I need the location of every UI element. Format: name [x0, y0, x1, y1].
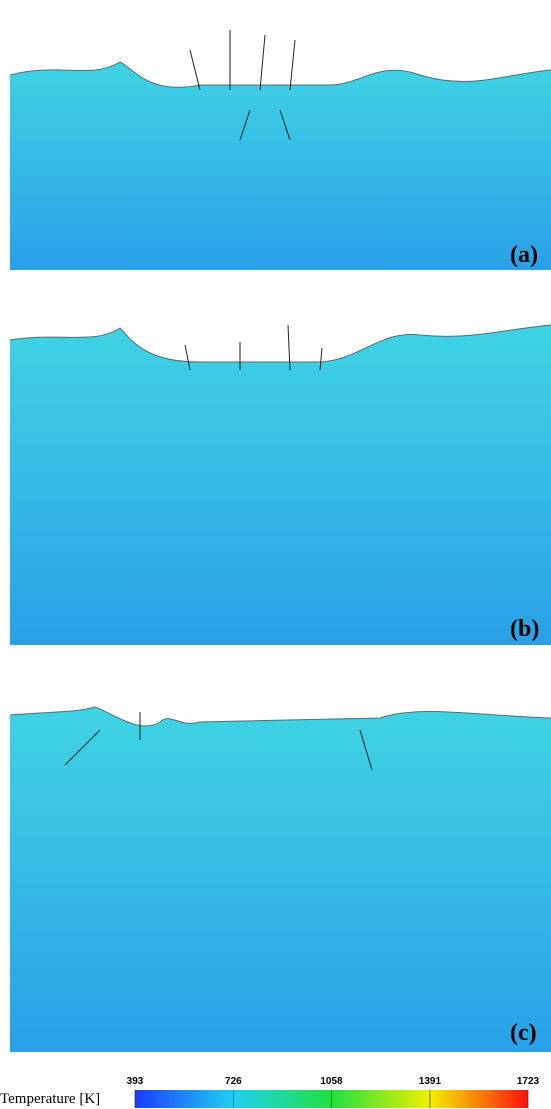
colorbar-tick-label: 1058: [320, 1076, 343, 1087]
colorbar-tick-label: 726: [225, 1076, 242, 1087]
colorbar-tick-label: 393: [127, 1076, 144, 1087]
colorbar-title: Temperature [K]: [0, 1091, 100, 1107]
panel-label: (a): [510, 242, 538, 268]
panel-label: (b): [510, 616, 539, 642]
panel-label: (c): [510, 1020, 537, 1046]
colorbar-tick-label: 1723: [517, 1076, 540, 1087]
colorbar-tick-label: 1391: [419, 1076, 442, 1087]
figure: (a) (b) (c) Temperature [K] 393 726 1058 13…: [0, 0, 551, 1109]
panel-a: (a): [10, 0, 551, 295]
